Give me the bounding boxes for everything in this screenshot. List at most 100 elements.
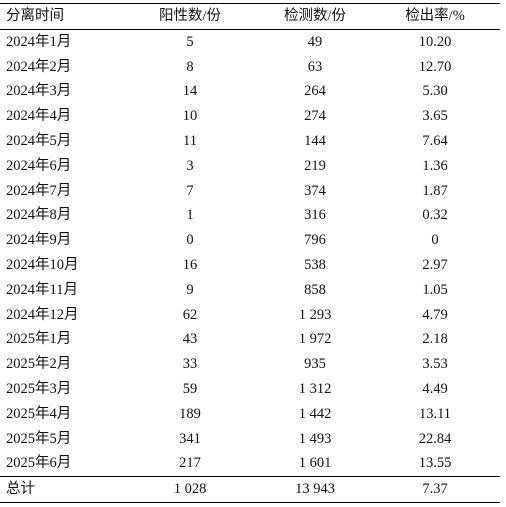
table-row: 2025年6月 217 1 601 13.55	[0, 451, 500, 476]
cell-isolation-time: 2024年1月	[6, 33, 72, 50]
cell-isolation-time: 2024年5月	[6, 132, 72, 149]
cell-tested-count: 1 312	[298, 380, 332, 397]
cell-detection-rate: 1.36	[422, 157, 448, 174]
table-row: 2024年12月 62 1 293 4.79	[0, 303, 500, 328]
cell-detection-rate: 13.11	[418, 405, 452, 422]
cell-isolation-time: 2025年5月	[6, 430, 72, 447]
cell-tested-count: 1 493	[298, 430, 332, 447]
cell-tested-count: 219	[304, 157, 326, 174]
cell-positive-count: 1	[186, 207, 194, 224]
table-header: 分离时间 阳性数/份 检测数/份 检出率/%	[0, 3, 500, 30]
total-row: 总计 1 028 13 943 7.37	[0, 476, 500, 503]
cell-tested-count: 49	[307, 33, 323, 50]
cell-isolation-time: 2024年8月	[6, 207, 72, 224]
cell-isolation-time: 2024年10月	[6, 256, 79, 273]
cell-positive-count: 14	[182, 83, 198, 100]
cell-detection-rate: 7.64	[422, 132, 448, 149]
header-detection-rate: 检出率/%	[405, 8, 465, 24]
cell-positive-count: 33	[182, 356, 198, 373]
table-row: 2024年8月 1 316 0.32	[0, 203, 500, 228]
cell-tested-count: 264	[304, 83, 326, 100]
cell-tested-count: 374	[304, 182, 326, 199]
cell-detection-rate: 10.20	[418, 33, 452, 50]
cell-isolation-time: 2025年4月	[6, 405, 72, 422]
cell-detection-rate: 1.87	[422, 182, 448, 199]
table-row: 2025年4月 189 1 442 13.11	[0, 402, 500, 427]
cell-tested-count: 13 943	[295, 481, 335, 498]
table-body: 2024年1月 5 49 10.20 2024年2月 8 63 12.70 2024年3月 14 2…	[0, 29, 500, 503]
table-row: 2024年4月 10 274 3.65	[0, 104, 500, 129]
header-tested-count: 检测数/份	[283, 8, 347, 24]
header-row: 分离时间 阳性数/份 检测数/份 检出率/%	[0, 3, 500, 30]
cell-positive-count: 9	[186, 281, 194, 298]
cell-detection-rate: 22.84	[418, 430, 452, 447]
cell-tested-count: 144	[304, 132, 326, 149]
cell-tested-count: 935	[304, 356, 326, 373]
cell-detection-rate: 5.30	[422, 83, 448, 100]
table-row: 2024年3月 14 264 5.30	[0, 79, 500, 104]
cell-detection-rate: 4.79	[422, 306, 448, 323]
cell-isolation-time: 2024年4月	[6, 108, 72, 125]
table-row: 2024年2月 8 63 12.70	[0, 55, 500, 80]
cell-tested-count: 274	[304, 108, 326, 125]
cell-isolation-time: 2024年2月	[6, 58, 72, 75]
table-row: 2025年2月 33 935 3.53	[0, 352, 500, 377]
cell-isolation-time: 2024年6月	[6, 157, 72, 174]
cell-isolation-time: 2024年9月	[6, 232, 72, 249]
cell-positive-count: 11	[183, 132, 197, 149]
cell-positive-count: 217	[179, 455, 201, 472]
cell-isolation-time: 2024年12月	[6, 306, 79, 323]
cell-tested-count: 1 293	[298, 306, 332, 323]
cell-isolation-time: 2025年1月	[6, 331, 72, 348]
cell-tested-count: 796	[304, 232, 326, 249]
cell-positive-count: 43	[182, 331, 198, 348]
cell-isolation-time: 2024年3月	[6, 83, 72, 100]
cell-positive-count: 0	[186, 232, 194, 249]
cell-isolation-time: 2025年2月	[6, 356, 72, 373]
cell-detection-rate: 3.53	[422, 356, 448, 373]
cell-isolation-time: 2025年6月	[6, 455, 72, 472]
detection-rate-table: 分离时间 阳性数/份 检测数/份 检出率/% 2024年1月 5 49 10.20 20…	[0, 3, 500, 503]
cell-positive-count: 1 028	[173, 481, 207, 498]
table-row: 2025年3月 59 1 312 4.49	[0, 377, 500, 402]
cell-positive-count: 341	[179, 430, 201, 447]
cell-positive-count: 59	[182, 380, 198, 397]
cell-detection-rate: 4.49	[422, 380, 448, 397]
cell-positive-count: 189	[179, 405, 201, 422]
table-row: 2024年10月 16 538 2.97	[0, 253, 500, 278]
cell-detection-rate: 13.55	[418, 455, 452, 472]
table-row: 2024年11月 9 858 1.05	[0, 278, 500, 303]
cell-positive-count: 62	[182, 306, 198, 323]
cell-detection-rate: 7.37	[422, 481, 448, 498]
cell-positive-count: 7	[186, 182, 194, 199]
cell-tested-count: 538	[304, 256, 326, 273]
table-row: 2025年1月 43 1 972 2.18	[0, 327, 500, 352]
cell-positive-count: 8	[186, 58, 194, 75]
cell-tested-count: 316	[304, 207, 326, 224]
cell-isolation-time: 2025年3月	[6, 380, 72, 397]
table-row: 2024年1月 5 49 10.20	[0, 29, 500, 54]
header-positive-count: 阳性数/份	[158, 8, 222, 24]
table-row: 2024年9月 0 796 0	[0, 228, 500, 253]
cell-tested-count: 1 601	[298, 455, 332, 472]
table-row: 2025年5月 341 1 493 22.84	[0, 427, 500, 452]
table-row: 2024年7月 7 374 1.87	[0, 179, 500, 204]
cell-isolation-time: 总计	[6, 481, 35, 498]
cell-positive-count: 3	[186, 157, 194, 174]
cell-detection-rate: 3.65	[422, 108, 448, 125]
cell-tested-count: 1 972	[298, 331, 332, 348]
cell-positive-count: 5	[186, 33, 194, 50]
cell-tested-count: 1 442	[298, 405, 332, 422]
cell-tested-count: 858	[304, 281, 326, 298]
table-row: 2024年5月 11 144 7.64	[0, 129, 500, 154]
cell-detection-rate: 12.70	[418, 58, 452, 75]
cell-tested-count: 63	[307, 58, 323, 75]
cell-positive-count: 16	[182, 256, 198, 273]
cell-isolation-time: 2024年7月	[6, 182, 72, 199]
cell-detection-rate: 2.97	[422, 256, 448, 273]
cell-detection-rate: 0.32	[422, 207, 448, 224]
cell-positive-count: 10	[182, 108, 198, 125]
table-row: 2024年6月 3 219 1.36	[0, 154, 500, 179]
cell-isolation-time: 2024年11月	[6, 281, 78, 298]
